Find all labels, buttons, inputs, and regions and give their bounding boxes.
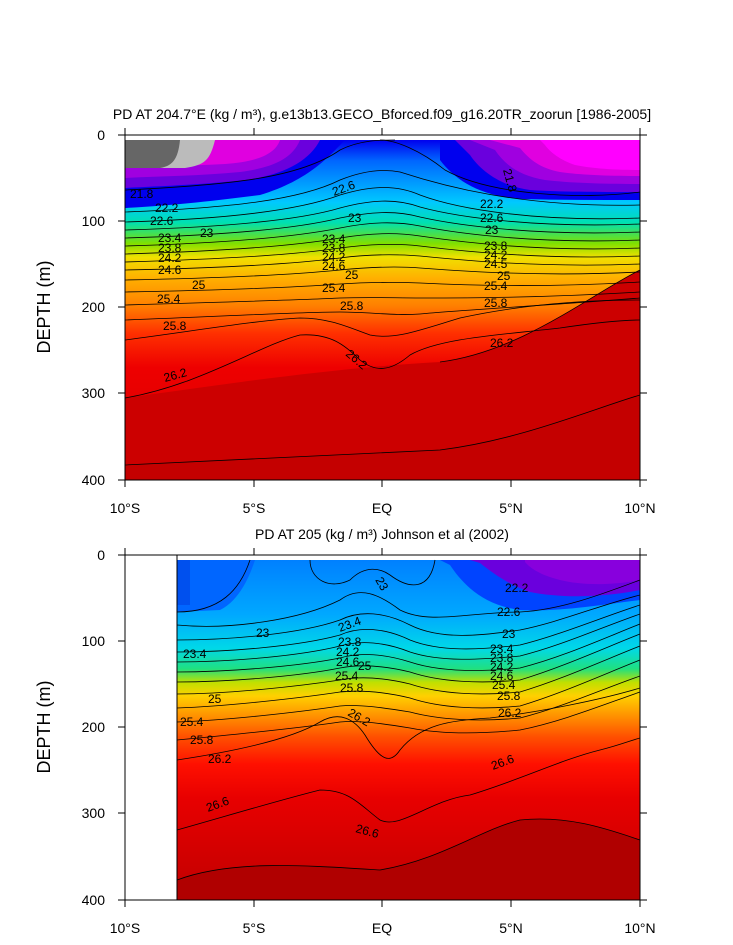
x-tick-label: 5°S — [243, 500, 266, 516]
contour-label: 24.2 — [490, 660, 514, 674]
contour-label: 25 — [358, 659, 372, 673]
contour-label: 24.2 — [322, 250, 346, 264]
y-tick-label: 400 — [82, 472, 106, 488]
contour-label: 21.8 — [130, 187, 154, 201]
contour-labels-1: 21.8 21.8 22.2 22.6 22.6 22.2 22.6 23 23… — [130, 167, 520, 385]
contour-label: 25.8 — [340, 681, 364, 695]
contour-label: 25 — [497, 269, 511, 283]
y-axis-2 — [118, 554, 647, 901]
chart-title-2: PD AT 205 (kg / m³) Johnson et al (2002) — [255, 526, 509, 542]
x-axis-1 — [124, 128, 641, 487]
x-tick-label: EQ — [372, 500, 392, 516]
contour-fill-1 — [125, 140, 640, 480]
contour-label: 23.8 — [490, 651, 514, 665]
contour-label: 22.2 — [480, 197, 504, 211]
x-tick-label: 10°N — [624, 500, 655, 516]
contour-label: 25.8 — [484, 296, 508, 310]
contour-label: 26.6 — [354, 821, 380, 841]
contour-label: 24.6 — [158, 263, 182, 277]
contour-label: 23 — [502, 627, 516, 641]
y-tick-label: 100 — [82, 213, 106, 229]
contour-label: 25.8 — [497, 689, 521, 703]
contour-label: 25.8 — [163, 319, 187, 333]
y-axis-title-1: DEPTH (m) — [34, 261, 54, 354]
contour-label: 25 — [192, 278, 206, 292]
contour-label: 24.6 — [336, 655, 360, 669]
contour-label: 24.2 — [336, 645, 360, 659]
x-tick-label: EQ — [372, 920, 392, 936]
contour-label: 22.6 — [480, 211, 504, 225]
contour-label: 24.6 — [322, 259, 346, 273]
contour-label: 24.6 — [490, 669, 514, 683]
contour-label: 23.8 — [484, 239, 508, 253]
contour-label: 21.8 — [500, 167, 520, 193]
contour-label: 23 — [372, 575, 391, 594]
x-tick-label: 10°N — [624, 920, 655, 936]
chart-panel-1: PD AT 204.7°E (kg / m³), g.e13b13.GECO_B… — [34, 106, 656, 516]
contour-label: 25.4 — [157, 292, 181, 306]
contour-label: 23 — [348, 211, 362, 225]
contour-label: 23.4 — [158, 231, 182, 245]
contour-label: 22.2 — [155, 201, 179, 215]
contour-label: 25.8 — [190, 733, 214, 747]
y-tick-label: 0 — [97, 547, 105, 563]
contour-label: 24.2 — [158, 251, 182, 265]
contour-label: 25.4 — [484, 279, 508, 293]
y-axis-1 — [118, 134, 647, 481]
y-tick-label: 200 — [82, 299, 106, 315]
contour-lines-1 — [125, 139, 640, 466]
contour-label: 23 — [485, 223, 499, 237]
contour-label: 23 — [200, 226, 214, 240]
contour-label: 26.2 — [498, 706, 522, 720]
contour-lines-2 — [177, 559, 640, 881]
contour-label: 24.5 — [484, 257, 508, 271]
contour-label: 25.4 — [335, 669, 359, 683]
y-tick-label: 400 — [82, 892, 106, 908]
contour-label: 22.6 — [150, 214, 174, 228]
contour-label: 23.8 — [322, 241, 346, 255]
chart-panel-2: PD AT 205 (kg / m³) Johnson et al (2002) — [34, 526, 656, 936]
contour-label: 26.2 — [490, 336, 514, 350]
contour-label: 25.4 — [322, 281, 346, 295]
contour-label: 26.2 — [162, 365, 188, 385]
contour-label: 23.4 — [183, 647, 207, 661]
x-tick-label: 10°S — [110, 920, 141, 936]
y-tick-label: 300 — [82, 385, 106, 401]
contour-label: 25.8 — [340, 299, 364, 313]
contour-label: 23.4 — [490, 642, 514, 656]
chart-title-1: PD AT 204.7°E (kg / m³), g.e13b13.GECO_B… — [113, 106, 651, 122]
x-tick-label: 5°N — [499, 500, 523, 516]
x-tick-label: 10°S — [110, 500, 141, 516]
contour-labels-2: 23 22.2 22.6 23 23.4 23.4 23.8 24.2 24.6… — [180, 575, 529, 842]
contour-label: 23.8 — [158, 241, 182, 255]
y-tick-label: 100 — [82, 633, 106, 649]
contour-label: 25.4 — [180, 715, 204, 729]
contour-fill-2 — [177, 560, 640, 900]
contour-label: 26.2 — [208, 752, 232, 766]
x-axis-2 — [124, 548, 641, 907]
y-tick-label: 0 — [97, 127, 105, 143]
y-tick-label: 300 — [82, 805, 106, 821]
contour-label: 23.4 — [322, 232, 346, 246]
contour-label: 25 — [208, 692, 222, 706]
contour-label: 25 — [345, 268, 359, 282]
contour-label: 22.2 — [505, 581, 529, 595]
y-axis-title-2: DEPTH (m) — [34, 681, 54, 774]
contour-label: 23 — [256, 626, 270, 640]
x-tick-label: 5°S — [243, 920, 266, 936]
contour-label: 24.2 — [484, 248, 508, 262]
contour-label: 25.4 — [492, 678, 516, 692]
y-tick-label: 200 — [82, 719, 106, 735]
x-tick-label: 5°N — [499, 920, 523, 936]
contour-label: 22.6 — [497, 605, 521, 619]
contour-label: 23.8 — [338, 635, 362, 649]
